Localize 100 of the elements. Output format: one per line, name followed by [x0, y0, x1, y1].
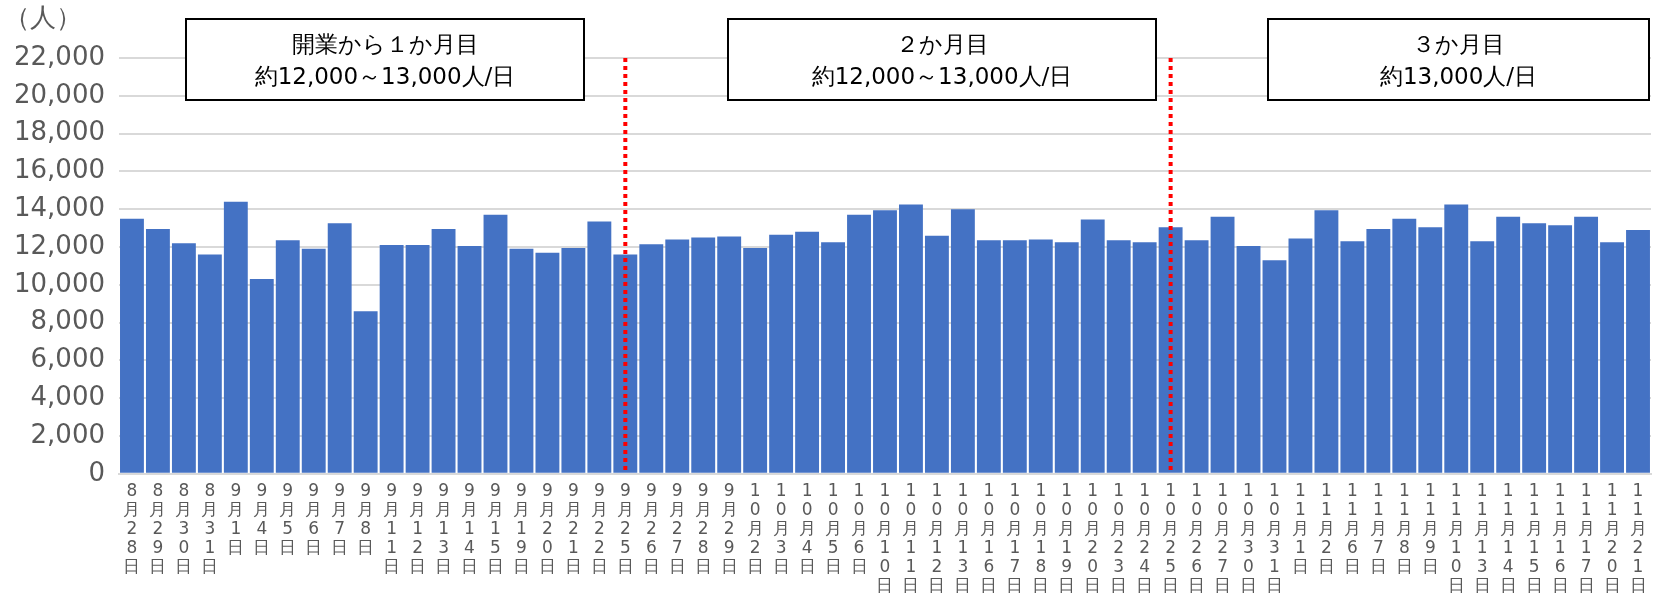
- bar: [717, 236, 742, 473]
- bar: [1444, 204, 1469, 473]
- x-tick-label: 11月1日: [1291, 479, 1309, 576]
- x-tick-label: 10月25日: [1162, 479, 1180, 595]
- x-tick-label: 11月16日: [1551, 479, 1569, 595]
- bar: [899, 204, 923, 473]
- x-tick-label: 9月13日: [435, 479, 453, 576]
- x-tick-label: 8月29日: [149, 479, 167, 576]
- x-tick-label: 9月26日: [642, 479, 660, 576]
- x-tick-label: 9月20日: [538, 479, 556, 576]
- y-tick-label: 4,000: [30, 380, 105, 411]
- y-tick-label: 12,000: [13, 229, 105, 260]
- bar: [1548, 225, 1573, 473]
- bar: [1626, 229, 1650, 473]
- x-tick-label: 9月6日: [305, 479, 323, 557]
- x-tick-label: 10月10日: [876, 479, 894, 595]
- x-tick-label: 10月26日: [1188, 479, 1206, 595]
- x-tick-label: 10月18日: [1032, 479, 1050, 595]
- bar: [1574, 216, 1599, 473]
- x-tick-label: 10月12日: [928, 479, 946, 595]
- bar: [405, 245, 430, 473]
- bar: [587, 221, 612, 473]
- text: ３か月目: [1412, 29, 1505, 59]
- x-tick-label: 9月8日: [357, 479, 375, 557]
- bar: [1002, 240, 1027, 473]
- bar: [1262, 260, 1287, 473]
- bar: [639, 244, 664, 473]
- bar: [1470, 241, 1495, 473]
- x-tick-label: 11月17日: [1577, 479, 1595, 595]
- x-tick-label: 9月5日: [279, 479, 297, 557]
- x-tick-label: 10月19日: [1058, 479, 1076, 595]
- y-tick-label: 8,000: [30, 305, 105, 336]
- bar: [691, 237, 716, 473]
- annotation: 約12,000～13,000人/日: [254, 61, 516, 91]
- x-tick-label: 10月6日: [850, 479, 868, 576]
- x-tick-label: 10月16日: [980, 479, 998, 595]
- bar: [1340, 241, 1365, 473]
- bar: [561, 247, 586, 473]
- bar: [1080, 219, 1105, 473]
- bar: [1184, 240, 1209, 473]
- y-tick-label: 22,000: [13, 40, 105, 71]
- bar: [1392, 218, 1417, 473]
- bar: [1366, 229, 1391, 473]
- bar: [145, 229, 170, 473]
- x-tick-label: 11月2日: [1317, 479, 1335, 576]
- bar: [1210, 216, 1235, 473]
- bar: [873, 210, 897, 473]
- x-tick-label: 8月31日: [201, 479, 219, 576]
- y-tick-label: 18,000: [13, 116, 105, 147]
- bar: [483, 214, 508, 473]
- bar: [431, 229, 456, 473]
- x-tick-label: 8月30日: [175, 479, 193, 576]
- x-tick-label: 11月21日: [1629, 479, 1647, 595]
- x-tick-label: 11月14日: [1499, 479, 1517, 595]
- y-tick-label: 6,000: [30, 343, 105, 374]
- y-tick-label: 2,000: [30, 418, 105, 449]
- x-tick-label: 9月1日: [227, 479, 245, 557]
- bar: [1522, 223, 1547, 473]
- x-tick-label: 11月15日: [1525, 479, 1543, 595]
- bar: [665, 239, 690, 473]
- bar: [1236, 246, 1261, 473]
- x-tick-label: 11月9日: [1421, 479, 1439, 576]
- bar: [821, 242, 845, 473]
- bar: [950, 209, 975, 473]
- x-tick-label: 10月20日: [1084, 479, 1102, 595]
- bar: [743, 247, 768, 473]
- x-tick-label: 9月21日: [564, 479, 582, 576]
- x-tick-label: 9月27日: [668, 479, 686, 576]
- bar: [795, 231, 820, 473]
- bar: [1600, 242, 1624, 473]
- bar: [457, 246, 482, 473]
- y-tick-label: 16,000: [13, 154, 105, 185]
- x-tick-label: 11月20日: [1603, 479, 1621, 595]
- bar: [197, 254, 222, 473]
- annotation: 約13,000人/日: [1379, 61, 1538, 91]
- bar: [976, 240, 1001, 473]
- x-tick-label: 11月10日: [1447, 479, 1465, 595]
- y-tick-label: 0: [88, 456, 105, 487]
- bar: [924, 235, 949, 473]
- bar: [1314, 210, 1339, 473]
- x-tick-label: 9月14日: [461, 479, 479, 576]
- bar: [120, 218, 144, 473]
- annotation: 約12,000～13,000人/日: [811, 61, 1073, 91]
- bar: [847, 214, 871, 473]
- x-tick-label: 9月29日: [720, 479, 738, 576]
- x-tick-label: 9月25日: [616, 479, 634, 576]
- bar: [171, 243, 196, 473]
- bar: [249, 279, 274, 473]
- x-tick-label: 10月4日: [798, 479, 816, 576]
- x-tick-label: 10月30日: [1240, 479, 1258, 595]
- x-tick-label: 10月17日: [1006, 479, 1024, 595]
- x-tick-label: 10月11日: [902, 479, 920, 595]
- x-tick-label: 9月28日: [694, 479, 712, 576]
- x-tick-label: 10月13日: [954, 479, 972, 595]
- x-tick-label: 10月27日: [1214, 479, 1232, 595]
- bar: [275, 240, 300, 473]
- y-tick-label: 20,000: [13, 78, 105, 109]
- y-tick-label: 14,000: [13, 191, 105, 222]
- x-tick-label: 9月11日: [383, 479, 401, 576]
- text: ２か月目: [895, 29, 989, 59]
